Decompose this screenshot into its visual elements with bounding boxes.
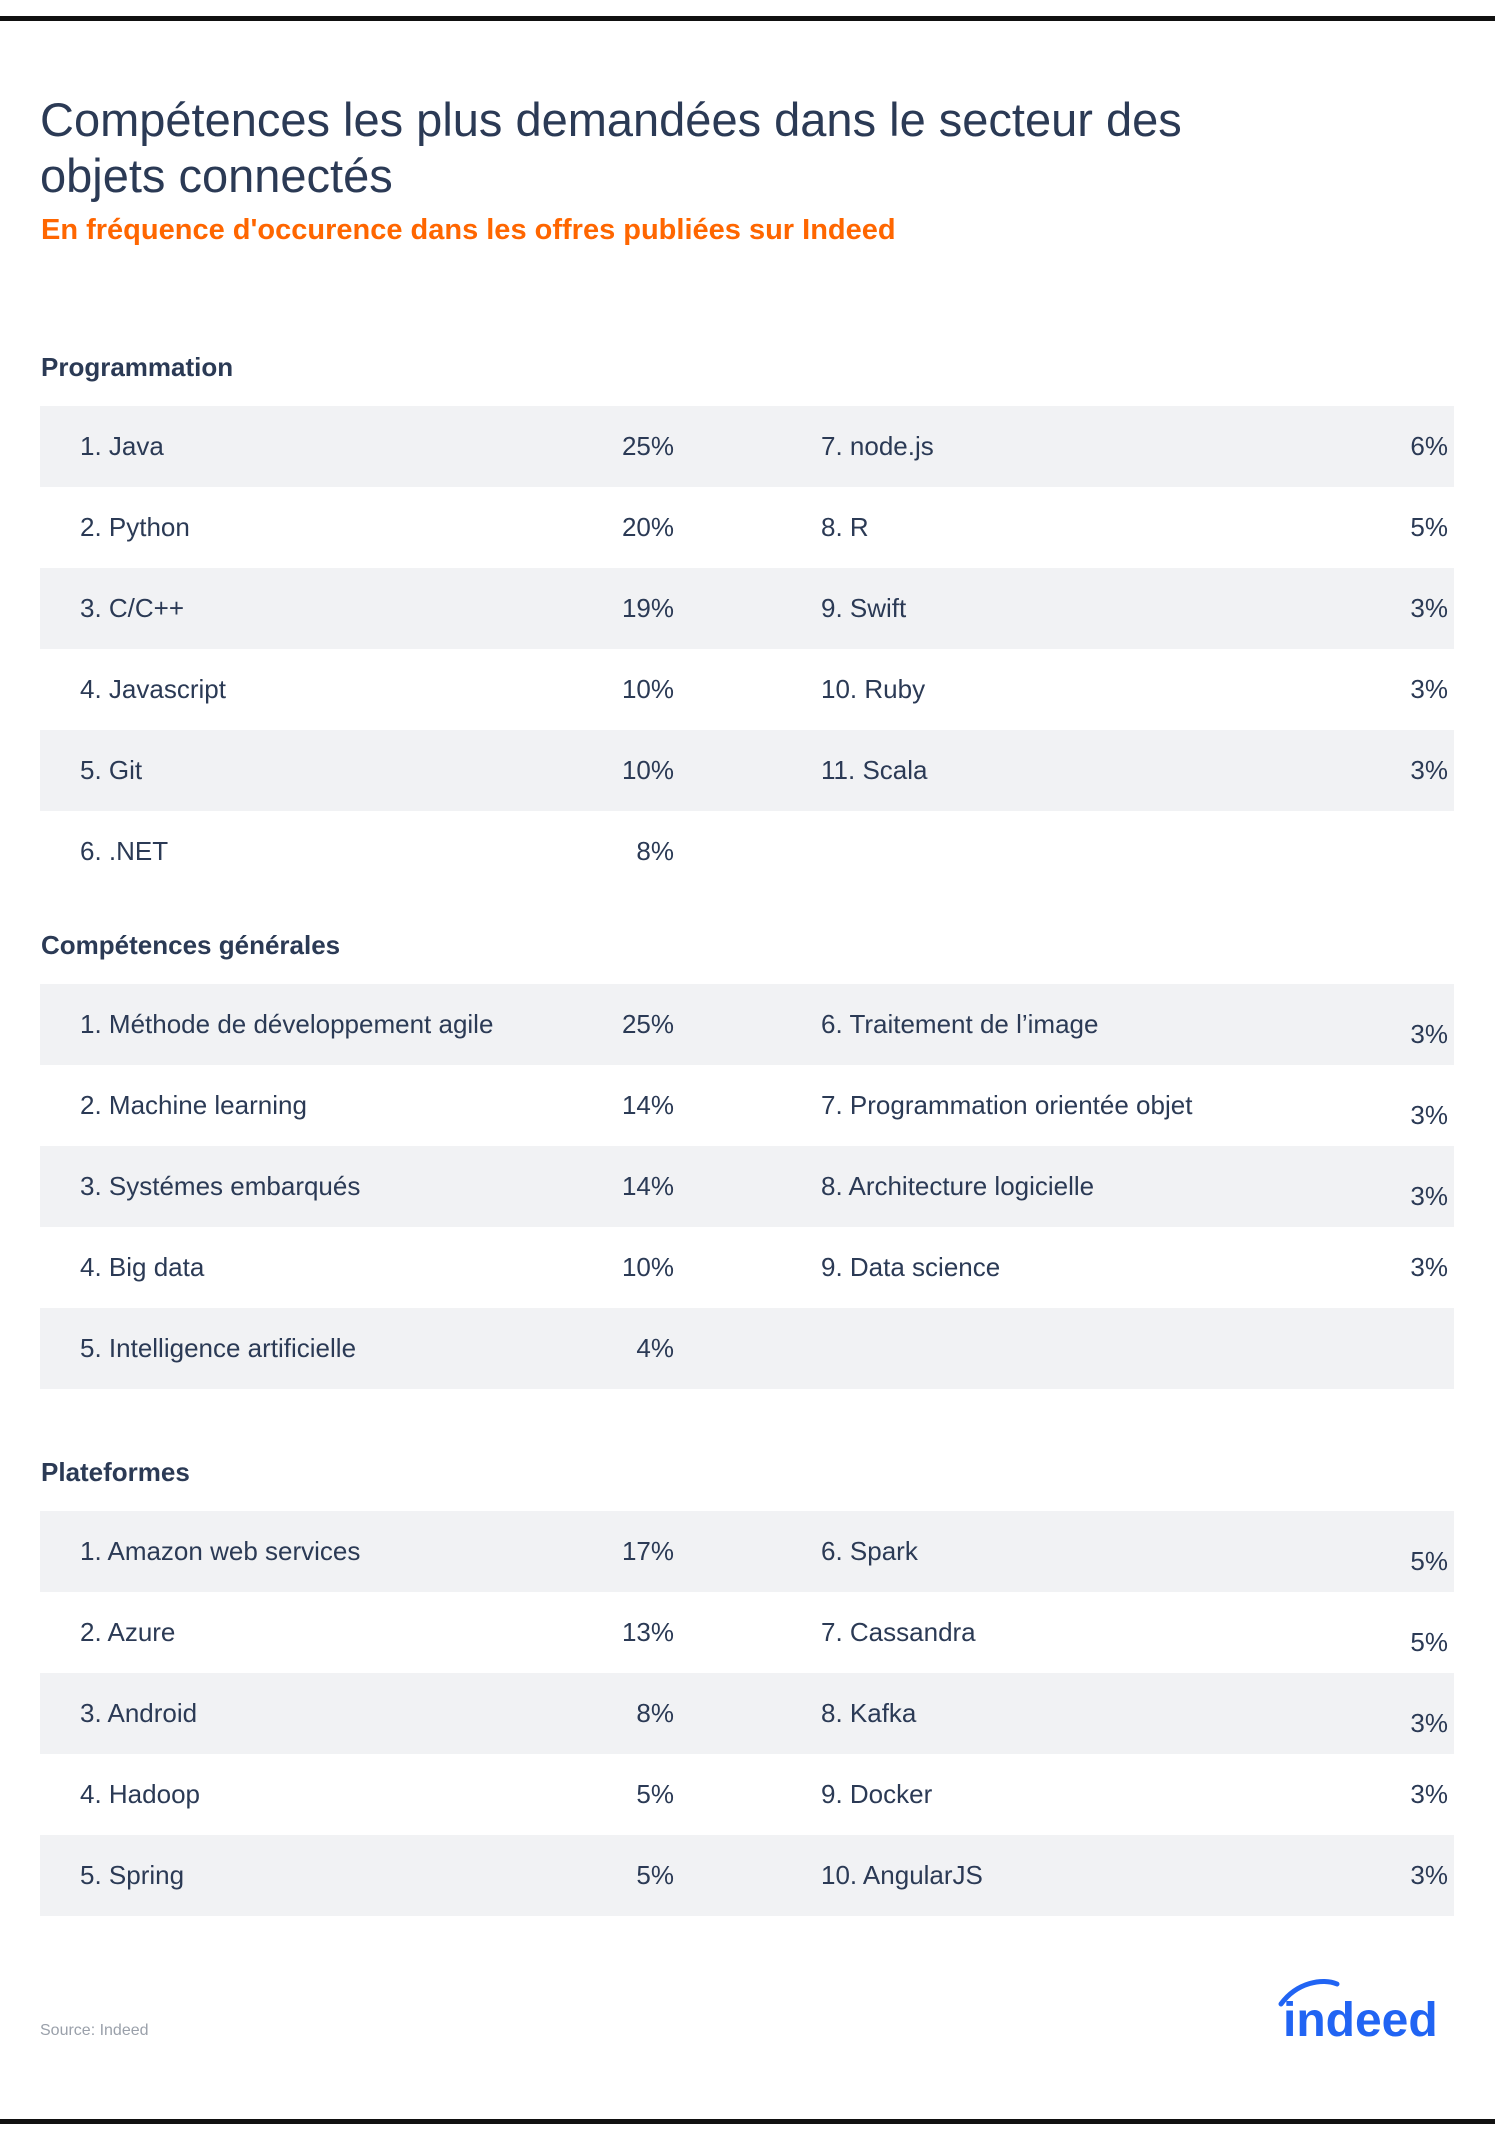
skill-label: 11. Scala xyxy=(821,755,928,785)
skill-label: 3. C/C++ xyxy=(80,593,185,623)
skill-value: 14% xyxy=(621,1090,674,1120)
skill-value: 5% xyxy=(636,1779,674,1809)
top-rule xyxy=(0,16,1495,21)
skill-label: 5. Intelligence artificielle xyxy=(80,1333,357,1363)
skill-value: 20% xyxy=(621,512,674,542)
table-row: 2. Python 20% 8. R 5% xyxy=(40,487,1454,568)
skill-label: 6. Spark xyxy=(821,1536,918,1566)
bottom-rule xyxy=(0,2119,1495,2124)
skill-value: 3% xyxy=(1410,1708,1448,1738)
table-row: 2. Azure 13% 7. Cassandra 5% xyxy=(40,1592,1454,1673)
skill-value: 5% xyxy=(1410,1546,1448,1576)
skill-label: 7. node.js xyxy=(821,431,934,461)
skill-label: 7. Cassandra xyxy=(821,1617,976,1647)
source-note: Source: Indeed xyxy=(40,2022,149,2039)
skill-label: 2. Python xyxy=(80,512,190,542)
skill-value: 25% xyxy=(621,1009,674,1039)
skill-value: 3% xyxy=(1410,755,1448,785)
page-title: Compétences les plus demandées dans le s… xyxy=(40,93,1182,202)
skill-value: 10% xyxy=(621,674,674,704)
table-row: 5. Intelligence artificielle 4% xyxy=(40,1308,1454,1389)
skill-label: 9. Data science xyxy=(821,1252,1001,1282)
skill-label: 1. Java xyxy=(80,431,164,461)
skill-value: 3% xyxy=(1410,1252,1448,1282)
skill-value: 5% xyxy=(636,1860,674,1890)
skill-label: 8. R xyxy=(821,512,869,542)
section-heading-plateformes: Plateformes xyxy=(41,1457,190,1487)
table-row: 3. Systémes embarqués 14% 8. Architectur… xyxy=(40,1146,1454,1227)
skill-label: 8. Kafka xyxy=(821,1698,917,1728)
skill-label: 1. Méthode de développement agile xyxy=(80,1009,494,1039)
table-row: 3. C/C++ 19% 9. Swift 3% xyxy=(40,568,1454,649)
skill-label: 2. Machine learning xyxy=(80,1090,307,1120)
logo-swoosh xyxy=(1278,1979,1340,2007)
table-row: 4. Hadoop 5% 9. Docker 3% xyxy=(40,1754,1454,1835)
table-row: 1. Amazon web services 17% 6. Spark 5% xyxy=(40,1511,1454,1592)
skill-value: 19% xyxy=(621,593,674,623)
skill-value: 10% xyxy=(621,1252,674,1282)
skill-value: 3% xyxy=(1410,674,1448,704)
skill-label: 5. Spring xyxy=(80,1860,185,1890)
page-subtitle: En fréquence d'occurence dans les offres… xyxy=(41,214,896,246)
skill-value: 3% xyxy=(1410,1100,1448,1130)
skill-label: 10. Ruby xyxy=(821,674,926,704)
table-row: 6. .NET 8% xyxy=(40,811,1454,892)
skill-value: 6% xyxy=(1410,431,1448,461)
skill-label: 9. Swift xyxy=(821,593,907,623)
skill-value: 8% xyxy=(636,1698,674,1728)
skill-label: 7. Programmation orientée objet xyxy=(821,1090,1193,1120)
table-row: 5. Git 10% 11. Scala 3% xyxy=(40,730,1454,811)
skill-label: 5. Git xyxy=(80,755,143,785)
skill-value: 3% xyxy=(1410,1860,1448,1890)
table-row: 2. Machine learning 14% 7. Programmation… xyxy=(40,1065,1454,1146)
table-row: 5. Spring 5% 10. AngularJS 3% xyxy=(40,1835,1454,1916)
table-row: 1. Méthode de développement agile 25% 6.… xyxy=(40,984,1454,1065)
skill-value: 13% xyxy=(621,1617,674,1647)
skill-value: 14% xyxy=(621,1171,674,1201)
section-heading-programmation: Programmation xyxy=(41,352,234,382)
table-plateformes: 1. Amazon web services 17% 6. Spark 5% 2… xyxy=(40,1511,1454,1916)
skill-value: 5% xyxy=(1410,1627,1448,1657)
skill-value: 3% xyxy=(1410,1019,1448,1049)
skill-label: 2. Azure xyxy=(80,1617,176,1647)
table-competences-generales: 1. Méthode de développement agile 25% 6.… xyxy=(40,984,1454,1389)
skill-label: 8. Architecture logicielle xyxy=(821,1171,1095,1201)
skill-value: 5% xyxy=(1410,512,1448,542)
skill-value: 8% xyxy=(636,836,674,866)
skill-label: 4. Hadoop xyxy=(80,1779,200,1809)
skill-value: 3% xyxy=(1410,593,1448,623)
skill-label: 4. Javascript xyxy=(80,674,226,704)
skill-value: 4% xyxy=(636,1333,674,1363)
skill-value: 17% xyxy=(621,1536,674,1566)
skill-label: 3. Android xyxy=(80,1698,198,1728)
skill-label: 10. AngularJS xyxy=(821,1860,983,1890)
skill-label: 1. Amazon web services xyxy=(80,1536,361,1566)
skill-label: 4. Big data xyxy=(80,1252,205,1282)
table-row: 4. Javascript 10% 10. Ruby 3% xyxy=(40,649,1454,730)
indeed-logo[interactable]: indeed xyxy=(1275,1976,1465,2046)
section-heading-competences-generales: Compétences générales xyxy=(41,930,341,960)
table-row: 1. Java 25% 7. node.js 6% xyxy=(40,406,1454,487)
skill-value: 3% xyxy=(1410,1779,1448,1809)
skill-label: 3. Systémes embarqués xyxy=(80,1171,361,1201)
skill-value: 25% xyxy=(621,431,674,461)
table-row: 4. Big data 10% 9. Data science 3% xyxy=(40,1227,1454,1308)
table-row: 3. Android 8% 8. Kafka 3% xyxy=(40,1673,1454,1754)
skill-label: 6. .NET xyxy=(80,836,169,866)
logo-wordmark: indeed xyxy=(1283,1994,1438,2046)
table-programmation: 1. Java 25% 7. node.js 6% 2. Python 20% … xyxy=(40,406,1454,892)
skill-label: 6. Traitement de l’image xyxy=(821,1009,1099,1039)
skill-label: 9. Docker xyxy=(821,1779,933,1809)
skill-value: 10% xyxy=(621,755,674,785)
skill-value: 3% xyxy=(1410,1181,1448,1211)
